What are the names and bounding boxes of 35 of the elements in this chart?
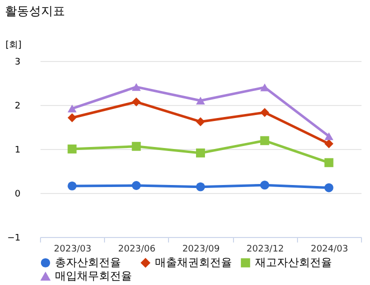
point: [196, 148, 205, 158]
point: [68, 104, 77, 112]
point: [260, 136, 270, 146]
point: [196, 96, 205, 104]
point: [132, 83, 141, 91]
y-tick-label: 3: [14, 58, 20, 68]
point: [68, 144, 77, 154]
chart-title: 활동성지표: [5, 4, 65, 18]
point: [68, 113, 77, 122]
y-tick-label: 2: [14, 102, 20, 112]
x-tick-label: 2024/03: [310, 244, 348, 254]
y-tick-label: 1: [14, 146, 20, 156]
x-tick-label: 2023/03: [54, 244, 92, 254]
point: [132, 97, 141, 106]
y-axis-title: [회]: [6, 40, 22, 50]
y-tick-label: 0: [14, 190, 21, 200]
point: [324, 158, 334, 168]
point: [68, 181, 77, 190]
legend-label: 매입채무회전율: [55, 270, 132, 282]
point: [324, 139, 334, 148]
x-tick-label: 2023/12: [246, 244, 284, 254]
legend-label: 매출채권회전율: [155, 256, 232, 269]
point: [196, 182, 205, 192]
point: [260, 180, 270, 190]
point: [324, 132, 334, 140]
point: [132, 181, 141, 190]
y-tick-label: −1: [7, 234, 20, 244]
point: [196, 117, 205, 126]
x-tick-label: 2023/09: [182, 244, 220, 254]
legend-label: 총자산회전율: [55, 256, 121, 269]
point: [260, 108, 270, 117]
legend-label: 재고자산회전율: [255, 256, 332, 269]
point: [324, 183, 334, 192]
point: [132, 142, 141, 151]
x-tick-label: 2023/06: [118, 244, 156, 254]
